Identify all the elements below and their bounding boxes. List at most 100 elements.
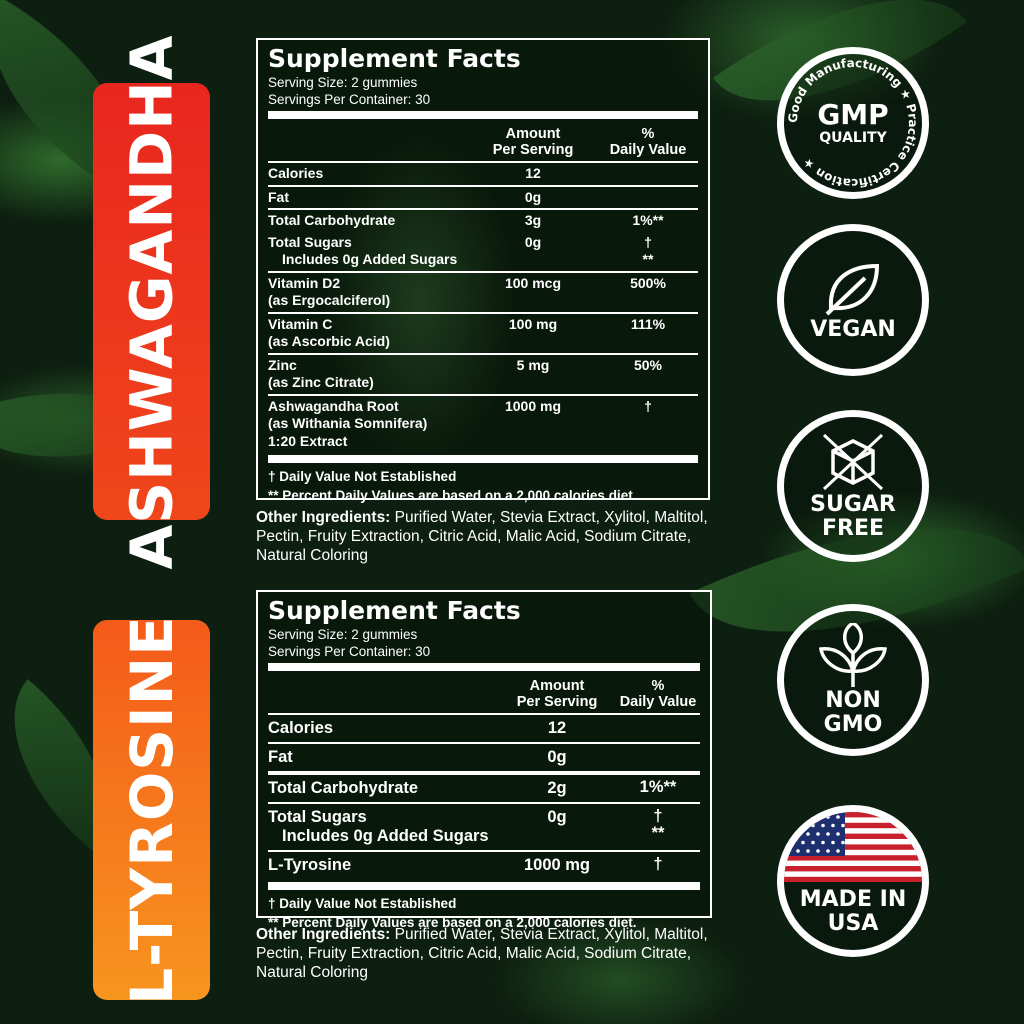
badge-text: FREE (821, 516, 885, 541)
nutrient-row: Total Sugars Includes 0g Added Sugars 0g † … (268, 232, 698, 273)
non-gmo-badge: NON GMO (777, 604, 929, 756)
nutrient-row: Zinc (as Zinc Citrate) 5 mg 50% (268, 355, 698, 396)
flag-star (806, 815, 810, 819)
nutrient-daily-value (616, 719, 700, 738)
footnote: ** Percent Daily Values are based on a 2… (268, 488, 637, 503)
flag-star (826, 849, 830, 853)
nutrient-amount: 1000 mg (504, 397, 562, 414)
nutrient-row: Vitamin C (as Ascorbic Acid) 100 mg 111% (268, 314, 698, 355)
crossed-cube-icon (822, 433, 884, 491)
flag-star (836, 832, 840, 836)
nutrient-name: (as Withania Somnifera) (268, 415, 428, 431)
badge-text: MADE IN (799, 887, 907, 912)
flag-star (786, 832, 790, 836)
flag-star (796, 815, 800, 819)
nutrient-daily-value: † (653, 855, 663, 873)
nutrient-row: Fat 0g (268, 744, 700, 775)
nutrient-daily-value: † ** (651, 807, 665, 842)
nutrient-daily-value: 500% (630, 274, 666, 291)
flag-star (796, 832, 800, 836)
sugar-free-badge: SUGAR FREE (777, 410, 929, 562)
nutrient-name: Total Sugars (268, 233, 352, 250)
divider (268, 663, 700, 671)
panel-title: Supplement Facts (268, 44, 521, 73)
nutrient-amount: 0g (524, 188, 542, 205)
nutrient-daily-value: 1%** (632, 212, 664, 228)
gmp-seal-icon: Good Manufacturing ★ Practice Certificat… (786, 56, 920, 190)
nutrient-amount: 0g (524, 233, 542, 250)
divider (268, 455, 698, 463)
nutrient-row: L-Tyrosine 1000 mg † (268, 852, 700, 879)
other-ingredients-text: Purified Water, Stevia Extract, Xylitol,… (256, 509, 708, 564)
nutrient-daily-value (598, 189, 698, 207)
divider (268, 111, 698, 119)
nutrient-amount: 12 (547, 719, 567, 737)
nutrient-amount: 3g (524, 212, 542, 228)
footnote: † Daily Value Not Established (268, 469, 457, 484)
flag-star (831, 823, 835, 828)
nutrient-name: Total Carbohydrate (268, 212, 396, 228)
nutrient-row: Ashwagandha Root (as Withania Somnifera) 1… (268, 396, 698, 453)
flag-star (841, 823, 845, 828)
panel-title: Supplement Facts (268, 596, 521, 625)
leaf-icon (825, 263, 880, 316)
us-flag-icon (784, 812, 922, 882)
supplement-facts-panel-l-tyrosine: Supplement Facts Serving Size: 2 gummies… (256, 590, 712, 930)
nutrient-name: Fat (268, 748, 293, 766)
nutrient-daily-value (598, 165, 698, 183)
nutrient-name: L-Tyrosine (268, 856, 352, 874)
flag-star (806, 849, 810, 853)
flag-star (806, 832, 810, 836)
nutrient-row: Fat 0g (268, 187, 698, 210)
flag-star (816, 815, 820, 819)
nutrient-name: Zinc (268, 356, 297, 373)
other-ingredients-ashwagandha: Other Ingredients: Purified Water, Stevi… (256, 508, 716, 565)
flag-star (811, 840, 815, 845)
other-ingredients-label: Other Ingredients: (256, 509, 391, 526)
flag-star (836, 815, 840, 819)
nutrient-daily-value: † ** (642, 233, 654, 267)
column-header: Amount Per Serving % Daily Value (268, 122, 698, 163)
footnote: † Daily Value Not Established (268, 896, 457, 911)
nutrient-amount: 100 mg (508, 315, 558, 332)
nutrient-daily-value: 1%** (639, 778, 677, 796)
nutrient-daily-value: 50% (633, 356, 663, 373)
ashwagandha-banner: ASHWAGANDHA (93, 34, 210, 569)
flag-star (826, 815, 830, 819)
flag-star (801, 840, 805, 845)
flag-star (816, 849, 820, 853)
flag-star (831, 840, 835, 845)
badge-text: GMO (823, 712, 883, 737)
nutrient-row: Calories 12 (268, 715, 700, 744)
nutrient-daily-value: † (644, 397, 652, 414)
nutrient-row: Vitamin D2 (as Ergocalciferol) 100 mcg 500% (268, 273, 698, 314)
nutrient-name: Includes 0g Added Sugars (282, 251, 458, 267)
nutrient-name: Includes 0g Added Sugars (282, 827, 489, 845)
nutrient-row: Total Carbohydrate 3g 1%** (268, 210, 698, 232)
supplement-facts-panel-ashwagandha: Supplement Facts Serving Size: 2 gummies… (256, 38, 710, 503)
sprout-icon (818, 623, 888, 687)
flag-star (791, 840, 795, 845)
flag-star (786, 815, 790, 819)
nutrient-daily-value (616, 748, 700, 767)
nutrient-name: Vitamin D2 (268, 274, 341, 291)
l-tyrosine-banner: L-TYROSINE (93, 615, 210, 1005)
divider (268, 882, 700, 890)
badge-text: SUGAR (810, 492, 896, 517)
nutrient-name: Vitamin C (268, 315, 333, 332)
flag-star (821, 840, 825, 845)
nutrient-amount: 0g (547, 808, 567, 826)
flag-star (791, 823, 795, 828)
flag-star (786, 849, 790, 853)
nutrient-name: 1:20 Extract (268, 432, 348, 449)
serving-size: Serving Size: 2 gummies (268, 627, 418, 642)
svg-text:Good Manufacturing ★ Practice: Good Manufacturing ★ Practice Certificat… (786, 56, 920, 190)
nutrient-row: Total Carbohydrate 2g 1%** (268, 775, 700, 804)
flag-star (836, 849, 840, 853)
nutrient-name: Total Carbohydrate (268, 779, 419, 797)
nutrient-amount: 12 (525, 165, 541, 181)
column-header: Amount Per Serving % Daily Value (268, 674, 700, 715)
nutrient-row: Calories 12 (268, 163, 698, 187)
nutrient-amount: 0g (547, 748, 567, 766)
flag-star (796, 849, 800, 853)
